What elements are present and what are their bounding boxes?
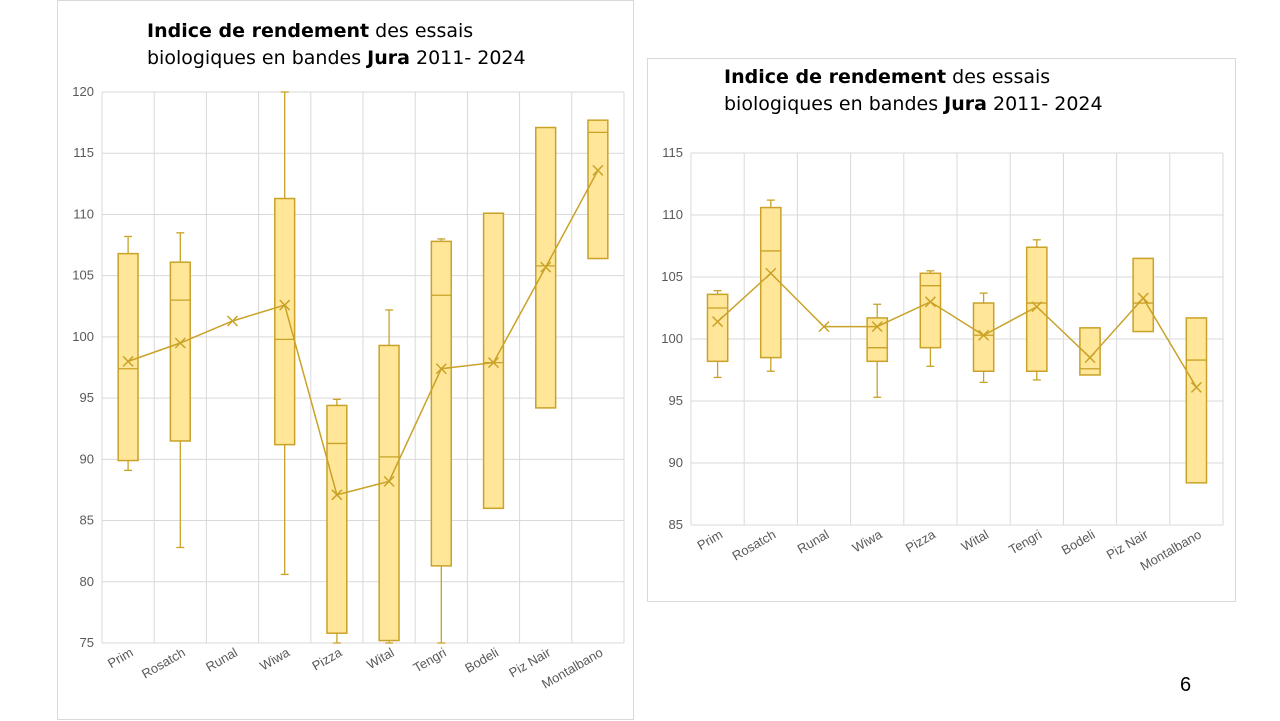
page-number: 6 <box>1180 674 1192 696</box>
y-tick-label: 100 <box>661 331 683 346</box>
y-tick-label: 110 <box>662 207 683 222</box>
mean-marker <box>435 363 447 375</box>
mean-marker <box>383 475 395 487</box>
mean-marker <box>765 267 777 279</box>
mean-marker <box>1084 352 1096 364</box>
mean-marker <box>818 321 830 333</box>
y-tick-label: 115 <box>73 145 94 160</box>
x-tick-label: Bodeli <box>1059 527 1098 558</box>
box <box>866 317 889 363</box>
mean-marker <box>924 296 936 308</box>
x-tick-label: Wital <box>364 645 397 672</box>
box <box>326 404 348 634</box>
x-tick-label: Wiwa <box>257 644 293 673</box>
y-tick-label: 110 <box>73 206 94 221</box>
x-tick-label: Wital <box>959 527 992 554</box>
x-tick-label: Pizza <box>903 526 939 555</box>
box <box>378 344 400 642</box>
x-tick-label: Prim <box>694 527 725 553</box>
box-plot-right: 85 90 95 100 105 110 115 Prim Rosatch Runal Wiwa Pi… <box>661 145 1224 574</box>
mean-marker <box>871 321 883 333</box>
chart-title: Indice de rendement des essais biologiqu… <box>147 20 526 69</box>
y-tick-label: 105 <box>72 268 94 283</box>
x-tick-label: Runal <box>203 645 240 675</box>
box <box>587 119 609 260</box>
box <box>1079 327 1101 376</box>
box-plot-left: 75 80 85 90 95 100 105 110 115 120 Prim Rosatch Runa… <box>72 84 625 692</box>
x-tick-label: Runal <box>795 527 832 557</box>
x-tick-label: Rosatch <box>139 645 188 682</box>
x-tick-label: Tengri <box>1006 527 1044 558</box>
box <box>919 272 942 349</box>
y-tick-label: 120 <box>72 84 94 99</box>
mean-marker <box>226 315 239 327</box>
x-tick-label: Prim <box>105 645 136 671</box>
x-tick-label: Tengri <box>411 645 449 676</box>
mean-marker <box>592 164 604 176</box>
y-tick-label: 90 <box>669 455 683 470</box>
box <box>169 261 191 442</box>
y-tick-label: 90 <box>80 451 94 466</box>
mean-marker <box>331 489 343 501</box>
x-tick-label: Wiwa <box>850 526 886 555</box>
y-tick-label: 100 <box>72 329 94 344</box>
y-tick-label: 85 <box>669 517 683 532</box>
y-tick-label: 75 <box>80 635 94 650</box>
chart-title: Indice de rendement des essais biologiqu… <box>724 66 1103 115</box>
box <box>274 197 296 446</box>
box <box>1025 246 1048 372</box>
mean-line <box>127 170 599 496</box>
mean-marker <box>1137 292 1149 304</box>
x-tick-label: Bodeli <box>462 645 501 676</box>
chart-panel-left: Indice de rendement des essais biologiqu… <box>57 0 634 720</box>
x-tick-label: Rosatch <box>729 527 778 564</box>
y-tick-label: 80 <box>80 574 94 589</box>
mean-marker <box>978 329 990 341</box>
box <box>972 302 995 372</box>
y-tick-label: 85 <box>80 513 94 528</box>
box <box>117 252 139 462</box>
y-tick-label: 95 <box>80 390 94 405</box>
mean-marker <box>540 261 552 273</box>
box <box>1185 317 1208 484</box>
mean-marker <box>1190 381 1202 393</box>
box <box>1132 257 1155 333</box>
y-tick-label: 115 <box>662 145 683 160</box>
box <box>482 212 505 510</box>
mean-marker <box>279 299 291 311</box>
mean-marker <box>487 357 500 369</box>
box <box>706 293 729 363</box>
mean-marker <box>122 355 134 367</box>
box <box>430 240 452 567</box>
mean-marker <box>1031 301 1043 313</box>
chart-panel-right: Indice de rendement des essais biologiqu… <box>647 58 1236 602</box>
y-tick-label: 105 <box>661 269 683 284</box>
mean-line <box>717 272 1198 388</box>
box <box>759 206 782 359</box>
y-tick-label: 95 <box>669 393 683 408</box>
x-tick-label: Montalbano <box>1138 527 1204 574</box>
mean-marker <box>174 337 186 349</box>
x-tick-label: Pizza <box>309 644 345 673</box>
mean-marker <box>712 316 724 328</box>
